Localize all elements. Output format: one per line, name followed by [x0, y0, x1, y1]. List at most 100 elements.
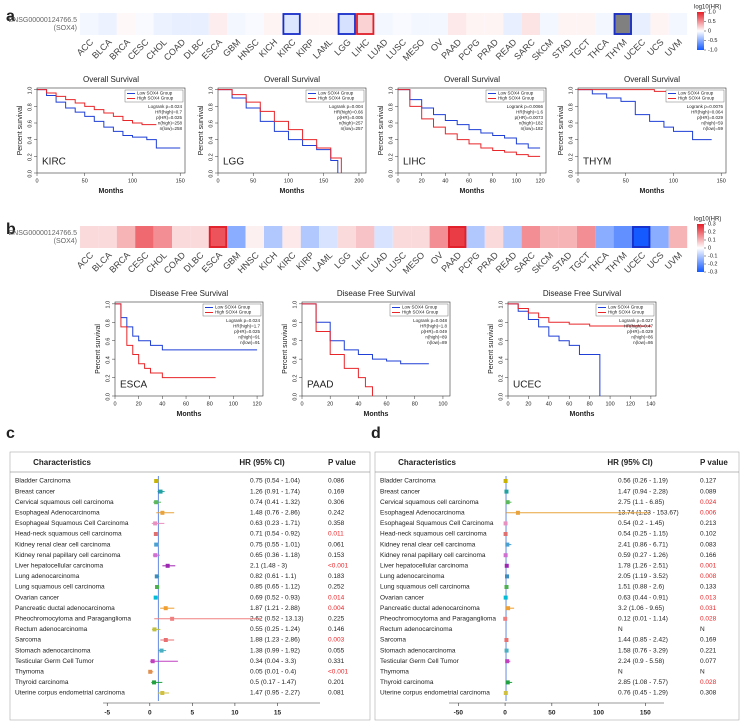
- y-tick-label: 0.2: [27, 153, 33, 161]
- hr-point: [503, 595, 508, 600]
- y-tick-label: 1.0: [27, 87, 33, 95]
- heat-cell: [116, 13, 136, 35]
- y-tick-label: 0.4: [498, 356, 504, 364]
- stat-text: n(high)=182: [519, 121, 544, 126]
- y-tick-label: 0.0: [388, 170, 394, 178]
- plot-title: Overall Survival: [83, 75, 139, 84]
- x-tick-label: 120: [535, 178, 544, 184]
- legend-label: High SOX4 Group: [608, 310, 645, 315]
- stat-text: n(high)=89: [425, 335, 447, 340]
- hr-text: 1.88 (1.23 - 2.86): [250, 637, 300, 644]
- x-tick-label: 15: [274, 710, 282, 717]
- x-tick-label: 60: [566, 401, 572, 407]
- y-tick-label: 0.2: [568, 153, 574, 161]
- cancer-label: PAAD: [307, 380, 334, 391]
- survival-curve: [218, 89, 342, 173]
- row-name: Sarcoma: [380, 637, 406, 644]
- gene-symbol: (SOX4): [54, 25, 77, 32]
- hr-text: N: [618, 669, 623, 676]
- stat-text: p(HR)=0.025: [234, 329, 260, 334]
- x-tick-label: 50: [623, 178, 629, 184]
- heat-cell: [190, 13, 209, 35]
- p-value: 0.006: [700, 510, 717, 517]
- survival-curve: [115, 303, 216, 379]
- p-value: 0.331: [328, 658, 345, 665]
- hr-text: 0.63 (0.23 - 1.71): [250, 520, 300, 527]
- plot-frame: [217, 87, 367, 174]
- panel-label: a: [6, 8, 15, 25]
- p-value: 0.308: [700, 690, 717, 697]
- gene-symbol: (SOX4): [54, 238, 77, 245]
- colorbar-tick-label: 0: [708, 28, 711, 34]
- p-value: 0.086: [328, 478, 345, 485]
- heat-cell: [135, 13, 154, 35]
- heat-cell: [411, 13, 430, 35]
- stat-text: HR(high)=0.7: [155, 110, 182, 115]
- hr-point: [503, 521, 508, 526]
- category-label: KICH: [257, 250, 279, 272]
- hr-text: 0.05 (0.01 - 0.4): [250, 669, 296, 676]
- y-tick-label: 0.8: [105, 319, 111, 327]
- panel-label: d: [371, 425, 381, 442]
- heat-cell: [466, 13, 485, 35]
- y-tick-label: 0.8: [208, 103, 214, 111]
- plot-frame: [301, 301, 451, 397]
- p-value: 0.242: [328, 510, 345, 517]
- hr-text: 0.5 (0.17 - 1.47): [250, 679, 296, 686]
- row-name: Esophageal Adenocarcinoma: [15, 510, 100, 517]
- hr-text: 0.59 (0.27 - 1.26): [618, 552, 668, 559]
- stat-text: Logrank p=0.048: [413, 318, 447, 323]
- row-name: Rectum adenocarcinoma: [380, 626, 453, 633]
- y-tick-label: 0.8: [498, 319, 504, 327]
- heat-cell: [595, 226, 614, 248]
- heat-cell: [319, 226, 338, 248]
- x-tick-label: 0: [503, 710, 507, 717]
- colorbar-tick-label: -0.5: [708, 38, 717, 44]
- hr-point: [503, 479, 508, 483]
- row-name: Stomach adenocarcinoma: [15, 647, 91, 654]
- colorbar-tick-label: 0.1: [708, 237, 716, 243]
- p-value: 0.153: [328, 552, 345, 559]
- cancer-label: ESCA: [120, 380, 148, 391]
- y-tick-label: 0.6: [208, 120, 214, 128]
- x-tick-label: 20: [136, 401, 142, 407]
- plot-frame: [36, 87, 186, 174]
- hr-text: 0.74 (0.41 - 1.32): [250, 499, 300, 506]
- hr-text: 2.85 (1.08 - 7.57): [618, 679, 668, 686]
- row-name: Kidney renal papillary cell carcinoma: [15, 552, 121, 559]
- heat-cell: [650, 13, 669, 35]
- x-tick-label: 10: [231, 710, 239, 717]
- legend-box: [485, 89, 545, 103]
- x-tick-label: 100: [669, 178, 678, 184]
- hr-point: [504, 638, 509, 642]
- heat-cell: [521, 226, 540, 248]
- p-value: 0.127: [700, 478, 717, 485]
- hr-text: 0.54 (0.2 - 1.45): [618, 520, 664, 527]
- hr-text: 0.54 (0.25 - 1.15): [618, 531, 668, 538]
- heat-cell: [484, 226, 504, 248]
- survival-curve: [302, 303, 429, 365]
- x-axis-title: Months: [364, 411, 389, 418]
- x-tick-label: 140: [646, 401, 655, 407]
- x-tick-label: 40: [442, 178, 448, 184]
- hr-text: 1.44 (0.85 - 2.42): [618, 637, 668, 644]
- row-name: Head-neck squamous cell carcinoma: [15, 531, 122, 538]
- hr-point: [505, 680, 510, 685]
- legend-label: High SOX4 Group: [137, 96, 174, 101]
- y-axis-title: Percent survival: [17, 105, 24, 155]
- y-tick-label: 0.6: [105, 338, 111, 346]
- x-tick-label: 60: [384, 401, 390, 407]
- row-name: Bladder Carcinoma: [380, 478, 436, 485]
- heat-cell: [356, 13, 375, 35]
- hr-text: 1.51 (0.88 - 2.6): [618, 584, 664, 591]
- p-value: 0.028: [700, 616, 717, 623]
- row-name: Lung adenocarcinoma: [380, 573, 445, 580]
- survival-curve: [302, 303, 373, 396]
- x-tick-label: 0: [148, 710, 152, 717]
- p-value: 0.024: [700, 499, 717, 506]
- hr-point: [506, 606, 511, 611]
- cancer-label: UCEC: [513, 380, 541, 391]
- table-frame: [9, 451, 371, 721]
- p-value: 0.133: [700, 584, 717, 591]
- highlight-box: [356, 13, 375, 35]
